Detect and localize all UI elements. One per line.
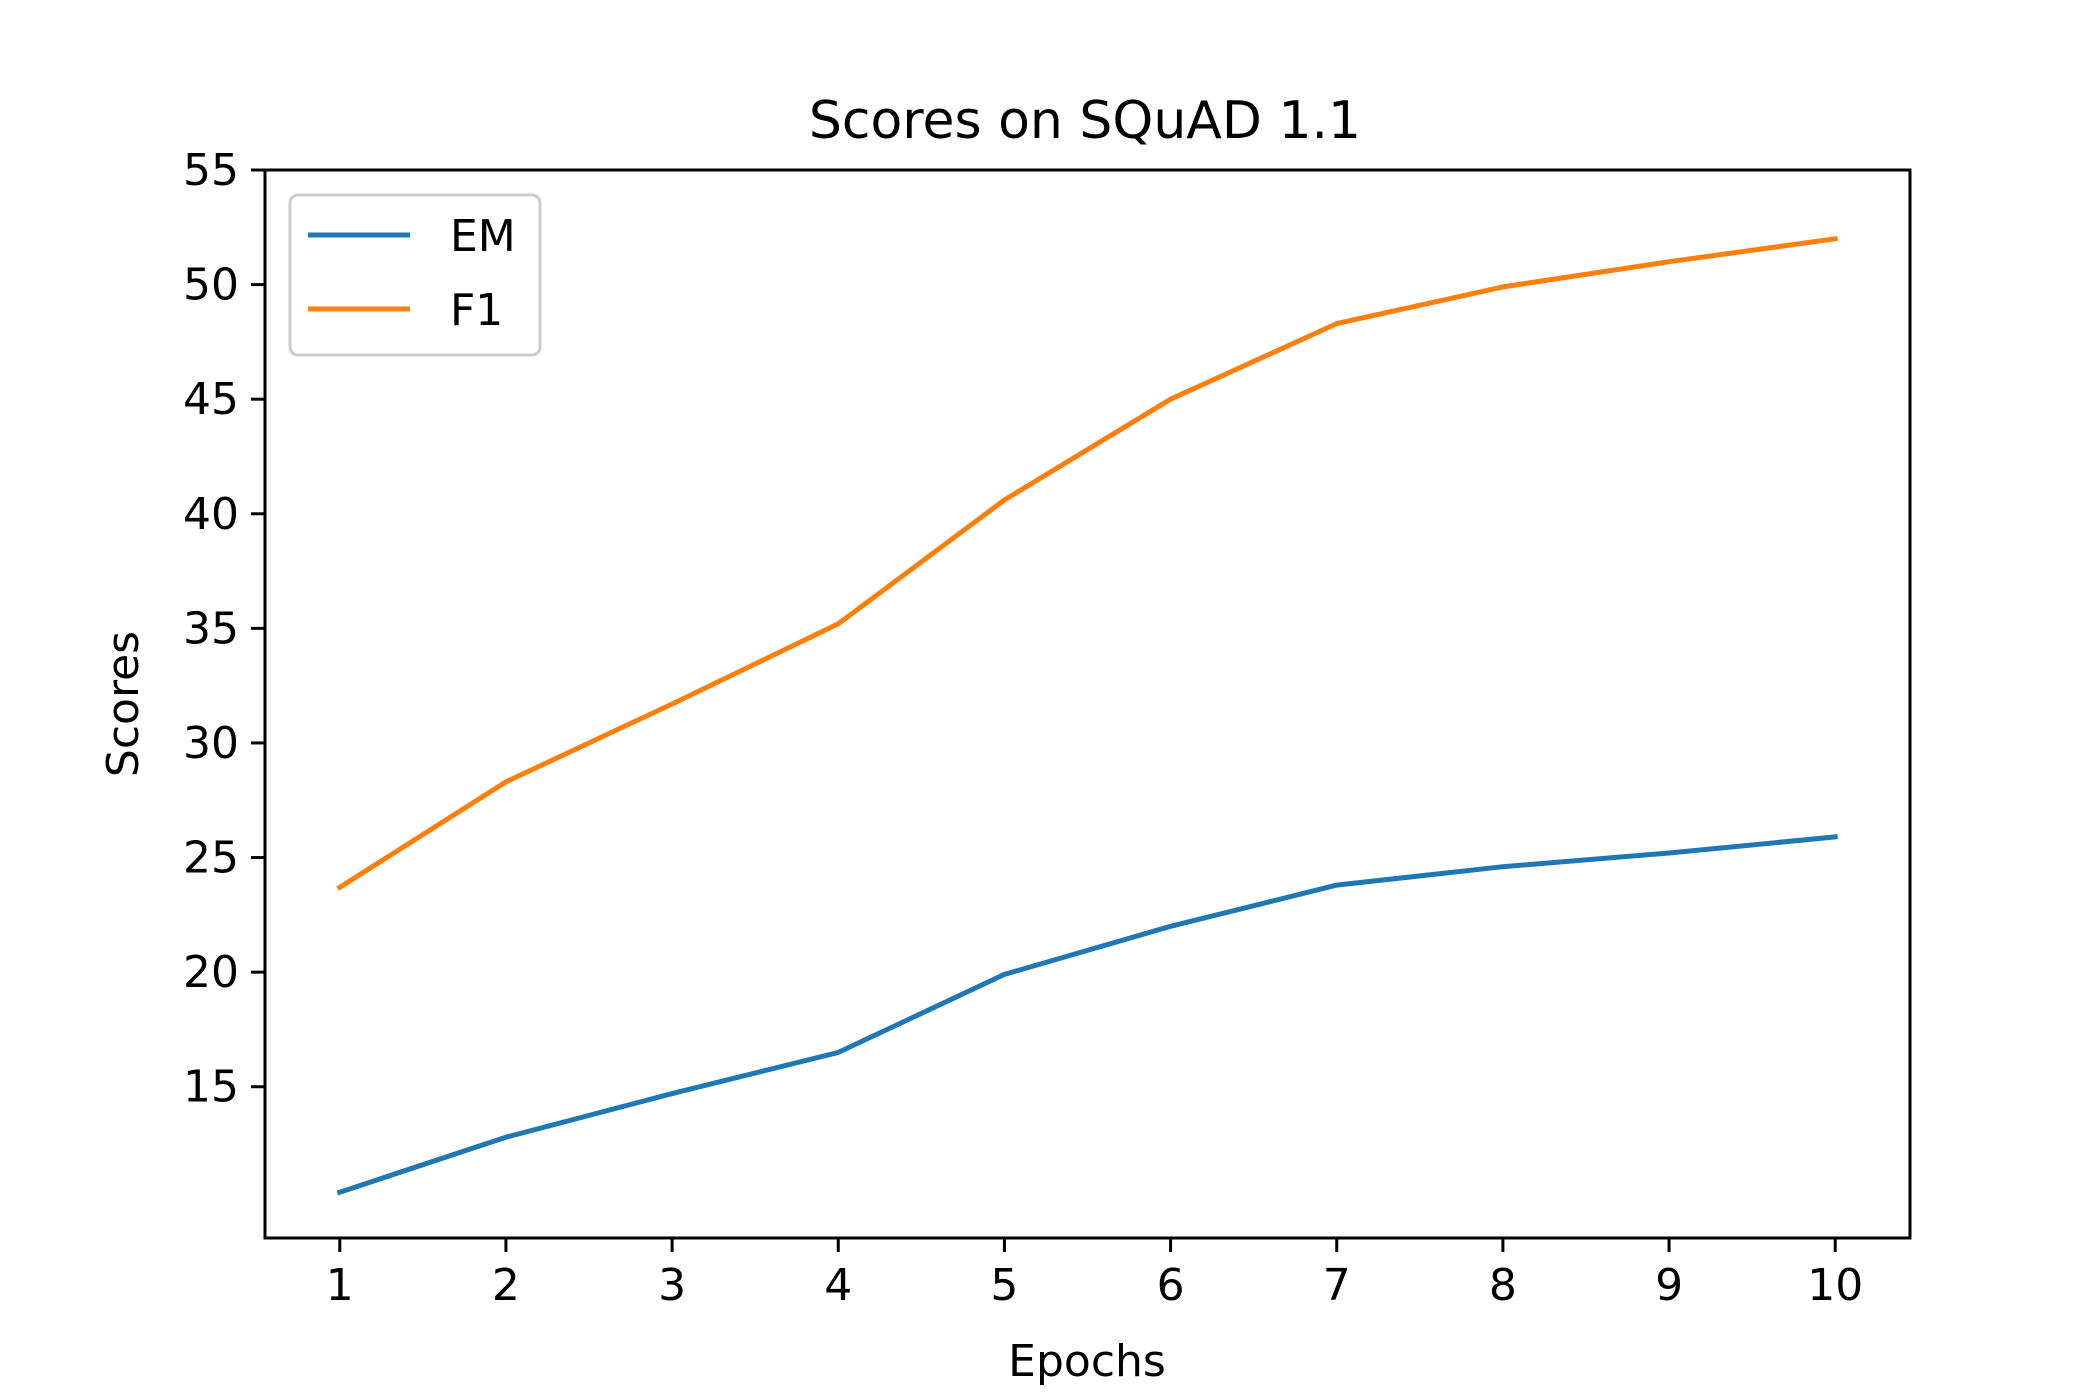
- plot-frame: [263, 168, 1912, 1240]
- y-tick-label: 30: [183, 718, 239, 769]
- y-axis-ticks: 15 20 25 30 35 40 45 50 55: [183, 145, 265, 1113]
- series-line-f1: [336, 235, 1839, 891]
- x-tick-label: 4: [824, 1260, 852, 1311]
- legend: EM F1: [288, 193, 542, 357]
- y-tick-label: 50: [183, 260, 239, 311]
- x-axis-label: Epochs: [1008, 1336, 1166, 1387]
- chart-title: Scores on SQuAD 1.1: [809, 91, 1361, 151]
- legend-label-em: EM: [450, 211, 516, 262]
- x-tick-label: 7: [1323, 1260, 1351, 1311]
- y-tick-label: 40: [183, 489, 239, 540]
- y-tick-label: 35: [183, 603, 239, 654]
- x-tick-label: 5: [990, 1260, 1018, 1311]
- y-tick-label: 20: [183, 947, 239, 998]
- x-tick-label: 1: [326, 1260, 354, 1311]
- y-tick-label: 45: [183, 374, 239, 425]
- plot-area: [336, 235, 1839, 1196]
- y-tick-label: 25: [183, 833, 239, 884]
- y-axis-label: Scores: [98, 631, 149, 777]
- x-tick-label: 9: [1655, 1260, 1683, 1311]
- series-line-em: [336, 834, 1838, 1196]
- x-axis-ticks: 1 2 3 4 5 6 7 8 9 10: [326, 1238, 1863, 1311]
- x-tick-label: 8: [1489, 1260, 1517, 1311]
- x-tick-label: 3: [658, 1260, 686, 1311]
- x-tick-label: 6: [1157, 1260, 1185, 1311]
- legend-label-f1: F1: [450, 285, 503, 336]
- x-tick-label: 2: [492, 1260, 520, 1311]
- y-tick-label: 15: [183, 1062, 239, 1113]
- y-tick-label: 55: [183, 145, 239, 196]
- x-tick-label: 10: [1807, 1260, 1863, 1311]
